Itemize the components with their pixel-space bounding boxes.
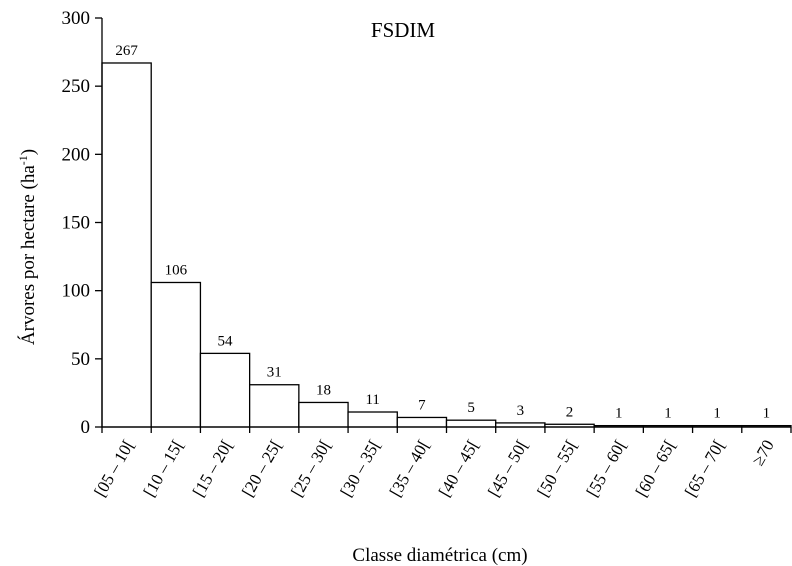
x-tick-label: [20 – 25[ [238,436,286,500]
x-tick-label: [35 – 40[ [386,436,434,500]
x-tick-label: [10 – 15[ [140,436,188,500]
y-axis-label-tail: ) [18,149,39,155]
chart-title: FSDIM [371,18,436,42]
data-label: 18 [316,382,331,398]
x-tick-label: [15 – 20[ [189,436,237,500]
y-tick-label: 300 [62,8,91,29]
x-tick-label: ≥70 [748,437,778,469]
data-label: 1 [763,406,771,422]
y-axis: 0 50 100 150 200 250 300 [62,8,103,438]
y-tick-label: 200 [62,144,91,165]
data-label: 5 [467,400,475,416]
x-tick-label: [45 – 50[ [484,436,532,500]
x-tick-label: [05 – 10[ [90,436,138,500]
data-label: 54 [218,333,234,349]
bar [101,62,152,428]
data-label: 11 [365,392,379,408]
x-tick-label: [40 – 45[ [435,436,483,500]
y-tick-label: 0 [81,417,91,438]
y-axis-label: Árvores por hectare (ha-1) [16,149,39,345]
x-tick-label: [30 – 35[ [337,436,385,500]
data-label: 1 [713,406,721,422]
y-tick-label: 100 [62,281,91,302]
y-tick-label: 250 [62,76,91,97]
bar [347,411,398,428]
data-label: 1 [664,406,672,422]
x-tick-label: [65 – 70[ [681,436,729,500]
bar [396,416,448,428]
x-tick-label: [60 – 65[ [632,436,680,500]
data-label: 3 [517,403,525,419]
bar [298,401,349,428]
y-axis-label-main: Árvores por hectare (ha [17,165,39,345]
data-label: 2 [566,404,574,420]
bar [199,352,251,428]
y-tick-label: 150 [62,213,91,234]
bars-group [101,62,792,428]
x-tick-label: [50 – 55[ [533,436,581,500]
x-axis-label: Classe diamétrica (cm) [352,545,527,566]
data-label: 267 [115,43,138,59]
bar [248,384,300,428]
bar [150,281,202,428]
data-label: 1 [615,406,623,422]
data-label: 106 [165,262,188,278]
x-axis: [05 – 10[[10 – 15[[15 – 20[[20 – 25[[25 … [90,426,792,500]
data-label: 7 [418,397,426,413]
y-axis-label-superscript: -1 [16,155,30,165]
y-tick-label: 50 [71,349,90,370]
data-label: 31 [267,365,282,381]
x-tick-label: [25 – 30[ [287,436,335,500]
bar [445,419,497,428]
x-tick-label: [55 – 60[ [583,436,631,500]
